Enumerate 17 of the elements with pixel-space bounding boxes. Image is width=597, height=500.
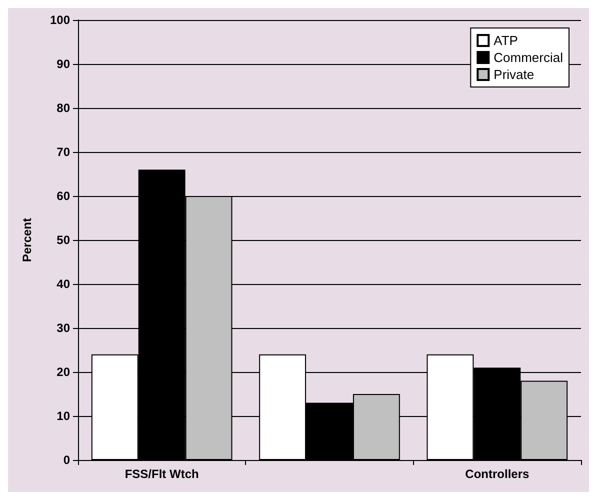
y-tick-label: 10 xyxy=(56,409,70,423)
y-tick-label: 60 xyxy=(56,189,70,203)
y-tick-label: 90 xyxy=(56,57,70,71)
y-tick-label: 30 xyxy=(56,321,70,335)
legend-label: Commercial xyxy=(494,50,564,65)
x-tick-label: Controllers xyxy=(465,467,530,481)
legend-label: ATP xyxy=(494,33,518,48)
y-tick-label: 20 xyxy=(56,365,70,379)
y-tick-label: 70 xyxy=(56,145,70,159)
y-tick-label: 50 xyxy=(56,233,70,247)
y-axis-title: Percent xyxy=(20,218,34,262)
y-tick-label: 0 xyxy=(63,453,70,467)
x-tick-label: FSS/Flt Wtch xyxy=(124,467,199,481)
legend-label: Private xyxy=(494,67,534,82)
y-tick-label: 40 xyxy=(56,277,70,291)
y-tick-label: 100 xyxy=(50,13,70,27)
y-tick-label: 80 xyxy=(56,101,70,115)
